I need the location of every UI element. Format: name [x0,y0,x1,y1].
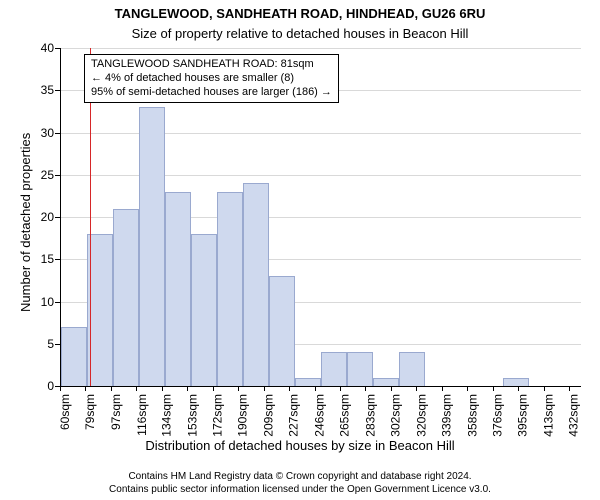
x-tick-mark [391,386,392,391]
gridline [61,48,581,49]
x-tick-label: 209sqm [262,394,276,437]
x-tick-mark [493,386,494,391]
x-tick-mark [416,386,417,391]
footer-line2: Contains public sector information licen… [0,483,600,496]
x-tick-label: 376sqm [491,394,505,437]
y-tick-label: 25 [41,168,54,182]
x-tick-label: 79sqm [83,394,97,430]
x-tick-label: 265sqm [338,394,352,437]
x-tick-mark [264,386,265,391]
x-tick-mark [85,386,86,391]
y-tick-mark [55,217,60,218]
annotation-line3: 95% of semi-detached houses are larger (… [91,86,332,100]
x-tick-mark [544,386,545,391]
histogram-bar [295,378,321,386]
histogram-bar [139,107,165,386]
x-tick-mark [365,386,366,391]
annotation-box: TANGLEWOOD SANDHEATH ROAD: 81sqm ← 4% of… [84,54,339,103]
y-tick-mark [55,90,60,91]
x-tick-mark [136,386,137,391]
chart-subtitle: Size of property relative to detached ho… [0,26,600,41]
x-tick-label: 172sqm [211,394,225,437]
y-tick-label: 0 [47,379,54,393]
histogram-bar [347,352,373,386]
footer-text: Contains HM Land Registry data © Crown c… [0,470,600,496]
y-tick-label: 10 [41,295,54,309]
x-tick-label: 116sqm [134,394,148,436]
y-tick-label: 15 [41,252,54,266]
x-tick-mark [289,386,290,391]
histogram-bar [61,327,87,386]
histogram-bar [269,276,295,386]
histogram-bar [113,209,139,386]
footer-line1: Contains HM Land Registry data © Crown c… [0,470,600,483]
histogram-bar [321,352,347,386]
x-tick-label: 283sqm [363,394,377,437]
x-tick-label: 339sqm [440,394,454,437]
y-axis-label: Number of detached properties [18,133,33,312]
annotation-line1: TANGLEWOOD SANDHEATH ROAD: 81sqm [91,58,332,72]
x-tick-label: 134sqm [160,394,174,437]
y-tick-label: 40 [41,41,54,55]
x-tick-label: 432sqm [567,394,581,437]
x-tick-mark [111,386,112,391]
chart-title: TANGLEWOOD, SANDHEATH ROAD, HINDHEAD, GU… [0,6,600,21]
x-tick-label: 246sqm [313,394,327,437]
x-tick-mark [442,386,443,391]
y-tick-mark [55,48,60,49]
x-tick-label: 320sqm [414,394,428,437]
x-tick-label: 395sqm [516,394,530,437]
y-tick-label: 30 [41,126,54,140]
y-tick-label: 5 [47,337,54,351]
x-tick-label: 97sqm [109,394,123,430]
histogram-bar [165,192,191,386]
y-tick-mark [55,259,60,260]
x-tick-mark [238,386,239,391]
y-tick-mark [55,344,60,345]
x-tick-mark [213,386,214,391]
y-tick-mark [55,302,60,303]
x-tick-mark [162,386,163,391]
x-tick-label: 413sqm [542,394,556,437]
histogram-bar [87,234,113,386]
x-tick-mark [467,386,468,391]
x-tick-label: 190sqm [236,394,250,437]
x-tick-mark [518,386,519,391]
x-axis-label: Distribution of detached houses by size … [0,438,600,453]
x-tick-mark [315,386,316,391]
chart-container: TANGLEWOOD, SANDHEATH ROAD, HINDHEAD, GU… [0,0,600,500]
x-tick-label: 60sqm [58,394,72,430]
histogram-bar [399,352,425,386]
histogram-bar [217,192,243,386]
histogram-bar [243,183,269,386]
y-tick-label: 35 [41,83,54,97]
x-tick-label: 302sqm [389,394,403,437]
x-tick-mark [569,386,570,391]
y-tick-mark [55,175,60,176]
histogram-bar [373,378,399,386]
y-tick-label: 20 [41,210,54,224]
x-tick-mark [187,386,188,391]
x-tick-label: 358sqm [465,394,479,437]
x-tick-label: 227sqm [287,394,301,437]
x-tick-label: 153sqm [185,394,199,437]
histogram-bar [191,234,217,386]
histogram-bar [503,378,529,386]
y-tick-mark [55,133,60,134]
annotation-line2: ← 4% of detached houses are smaller (8) [91,72,332,86]
x-tick-mark [340,386,341,391]
x-tick-mark [60,386,61,391]
